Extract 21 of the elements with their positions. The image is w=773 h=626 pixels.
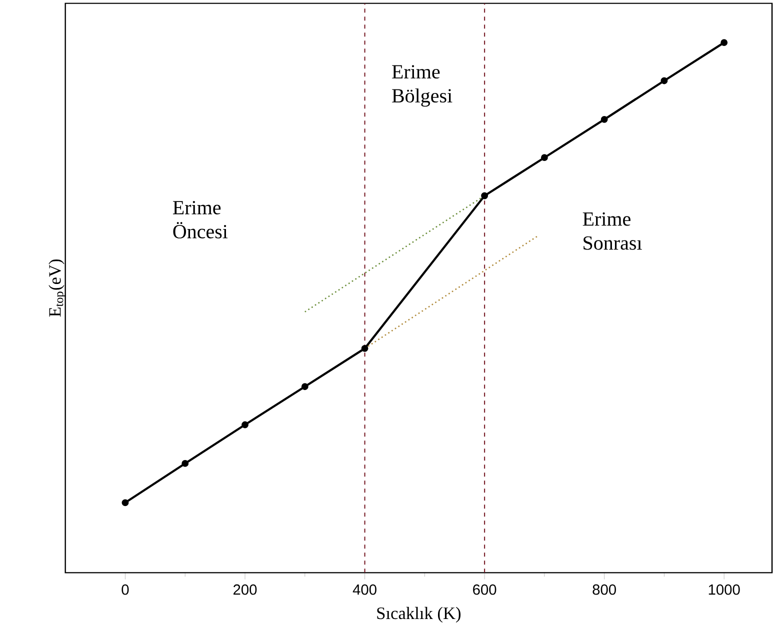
y-axis-title: E$_{top}$(eV) xyxy=(48,260,66,317)
point xyxy=(660,77,668,84)
x-tick-label: 0 xyxy=(122,584,129,595)
x-axis-title: Sıcaklık (K) xyxy=(377,606,461,623)
annotation: Erime Bölgesi xyxy=(392,65,452,107)
annotation: Erime Sonrası xyxy=(582,212,642,250)
point xyxy=(242,421,248,428)
point xyxy=(361,344,368,352)
point xyxy=(301,383,308,390)
point xyxy=(122,499,129,506)
point xyxy=(481,192,488,200)
x-tick-label: 600 xyxy=(473,584,496,595)
point xyxy=(540,154,548,162)
point xyxy=(182,460,189,467)
x-tick-label: 1000 xyxy=(708,584,740,595)
x-tick-label: 200 xyxy=(234,584,257,595)
x-tick-label: 400 xyxy=(352,584,376,595)
annotation: Erime Öncesi xyxy=(172,200,228,238)
point xyxy=(600,116,608,123)
x-tick-label: 800 xyxy=(592,584,616,595)
point xyxy=(720,39,728,46)
